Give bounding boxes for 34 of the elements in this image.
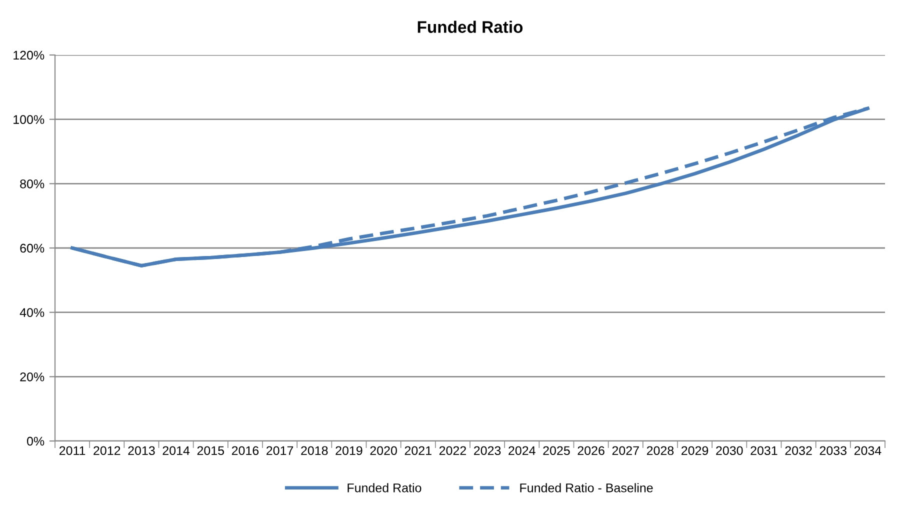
legend-label: Funded Ratio - Baseline: [520, 483, 653, 492]
y-tick-label: 60%: [20, 244, 44, 253]
x-tick-label: 2029: [682, 446, 708, 456]
x-tick-label: 2034: [854, 446, 882, 456]
x-tick-label: 2021: [404, 446, 432, 456]
x-tick-label: 2012: [94, 446, 120, 456]
y-tick-label: 120%: [14, 50, 44, 60]
x-tick-label: 2032: [785, 446, 812, 456]
x-tick-label: 2020: [370, 446, 397, 456]
legend-label: Funded Ratio: [348, 483, 422, 492]
x-tick-label: 2016: [232, 446, 259, 456]
x-tick-label: 2018: [301, 446, 328, 456]
x-tick-label: 2023: [474, 446, 501, 456]
x-tick-label: 2026: [578, 446, 604, 456]
x-tick-label: 2033: [820, 446, 846, 456]
y-tick-label: 80%: [20, 179, 44, 188]
y-tick-label: 100%: [14, 115, 44, 124]
x-tick-label: 2011: [59, 446, 86, 456]
x-tick-label: 2017: [266, 446, 294, 456]
x-tick-label: 2014: [162, 446, 190, 456]
x-tick-label: 2015: [197, 446, 224, 456]
x-tick-label: 2019: [336, 446, 362, 456]
x-tick-label: 2030: [716, 446, 743, 456]
y-tick-label: 40%: [20, 308, 44, 317]
x-tick-label: 2027: [612, 446, 639, 456]
x-tick-label: 2025: [543, 446, 570, 456]
x-tick-label: 2031: [750, 446, 778, 456]
x-tick-label: 2013: [128, 446, 155, 456]
x-tick-label: 2028: [646, 446, 674, 456]
x-tick-label: 2022: [439, 446, 466, 456]
y-tick-label: 20%: [20, 372, 44, 382]
y-tick-label: 0%: [27, 436, 44, 446]
chart-title: Funded Ratio: [418, 20, 523, 33]
x-tick-label: 2024: [508, 446, 536, 456]
